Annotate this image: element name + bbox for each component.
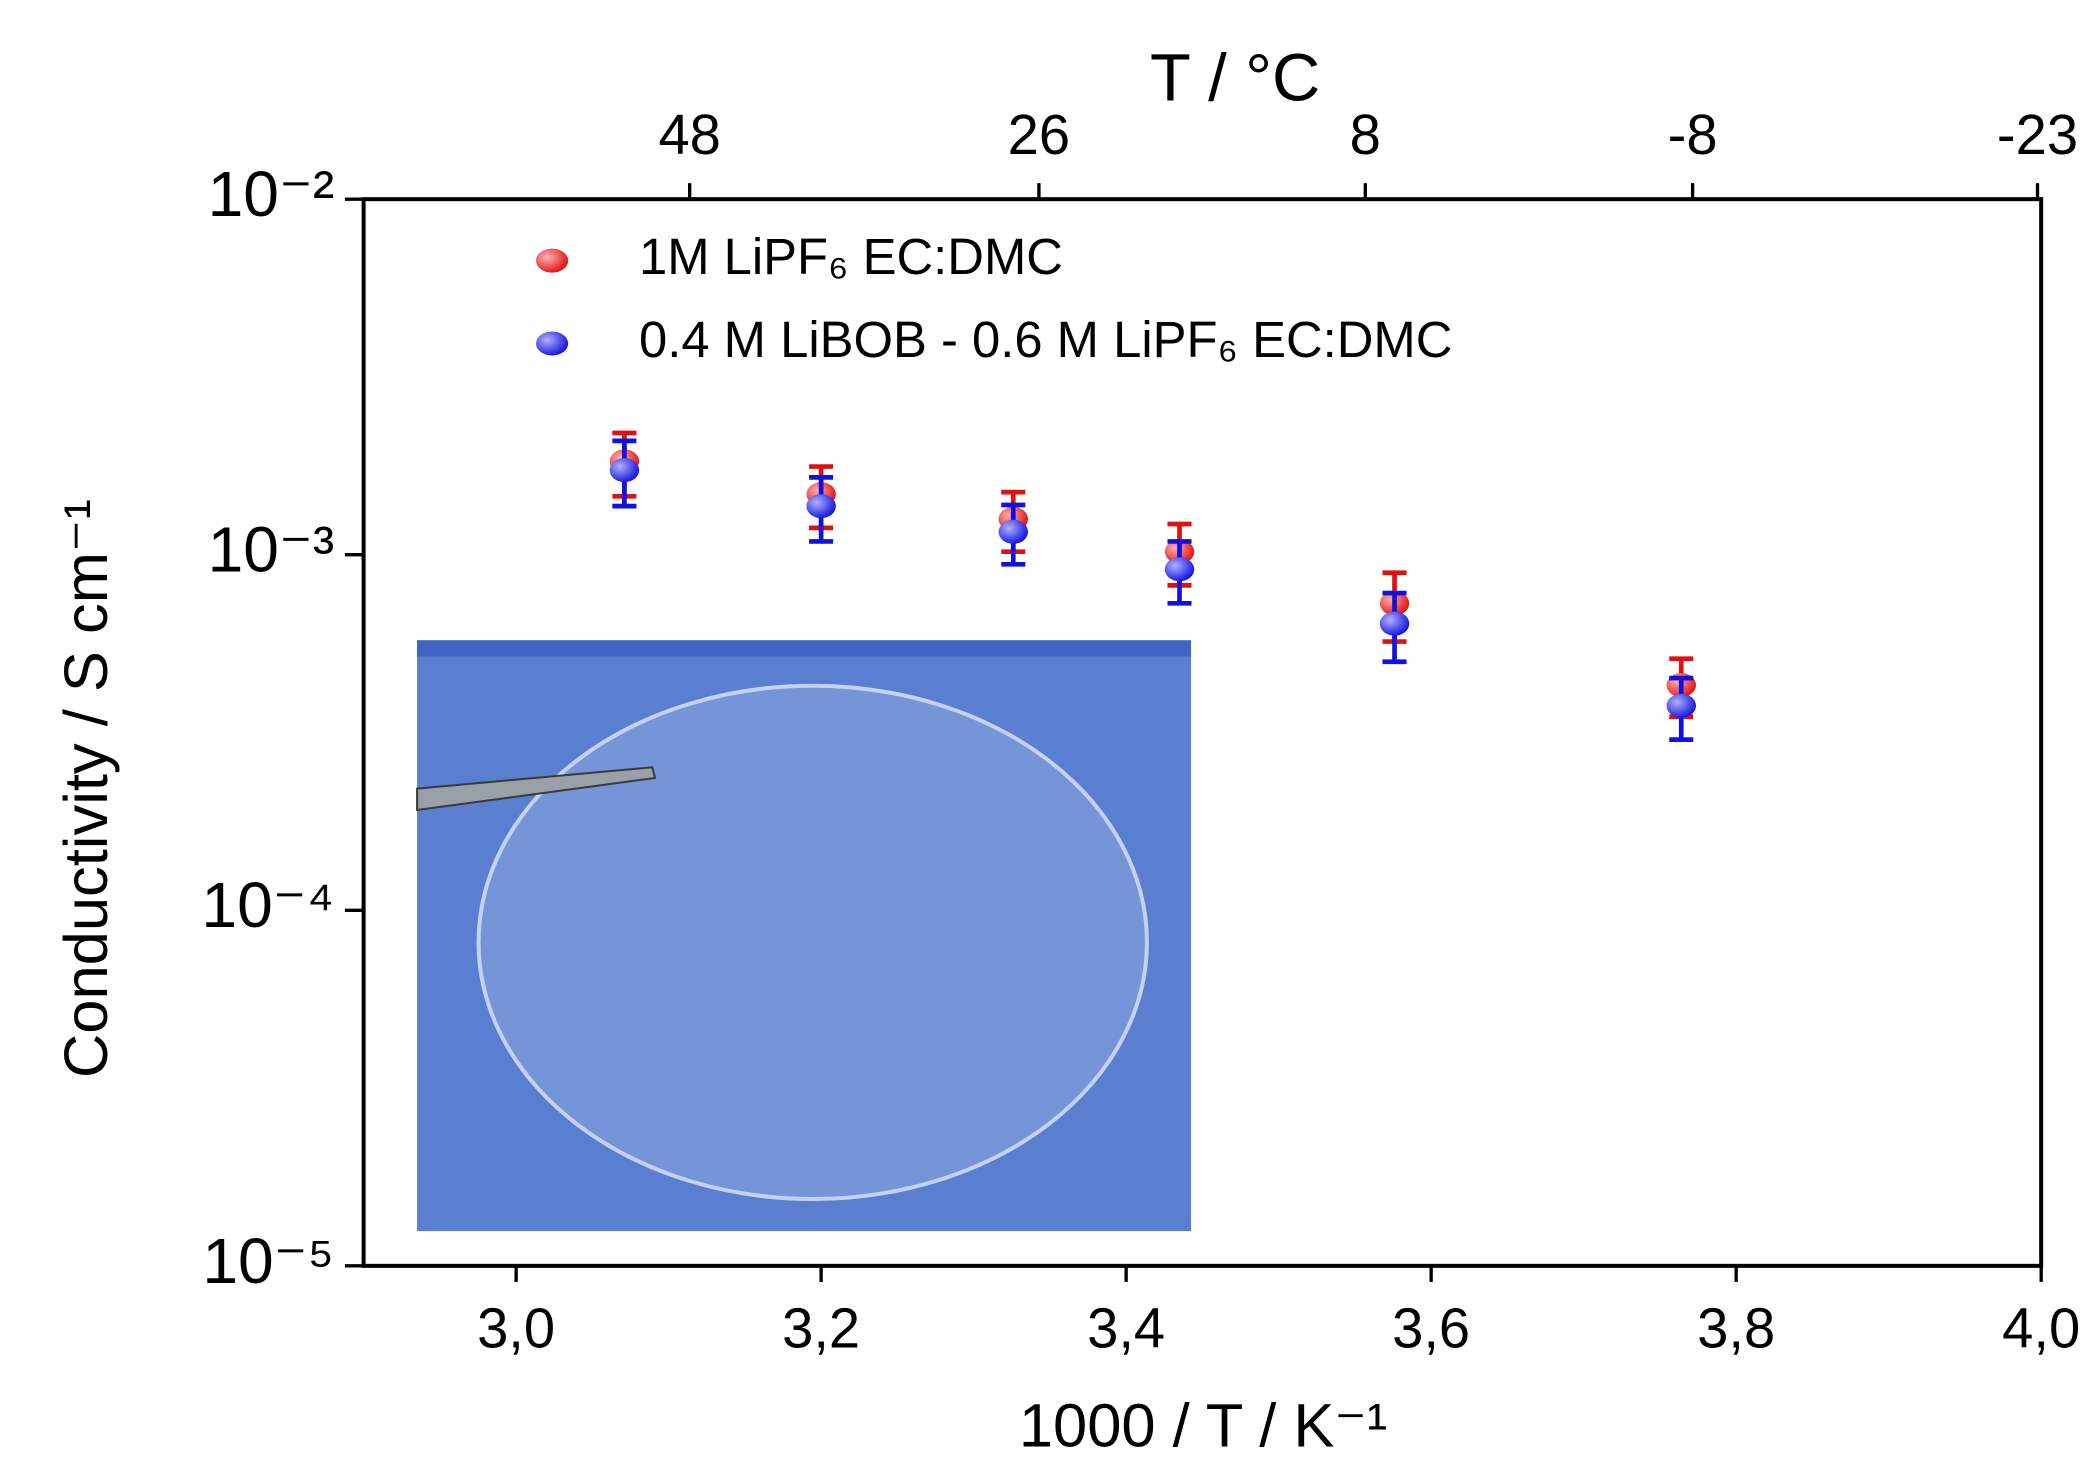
x-axis-title: 1000 / T / K⁻¹ [1019,1392,1387,1457]
y-tick-label: 10⁻⁵ [202,1225,334,1297]
inset-photo [416,640,1192,1232]
legend-label: 0.4 M LiBOB - 0.6 M LiPF₆ EC:DMC [639,311,1452,368]
x2-tick-label: -23 [1997,103,2078,166]
x2-tick-label: 26 [1008,103,1070,166]
y-tick-label: 10⁻³ [208,514,335,586]
legend-marker [536,248,569,273]
point [1666,693,1696,718]
plot-frame [361,197,2044,1268]
tweezers [416,766,657,812]
x-tick-label: 3,8 [1697,1297,1775,1360]
point [609,458,640,483]
x-tick-label: 3,6 [1392,1297,1470,1360]
x2-tick-label: 48 [658,103,720,166]
point [998,519,1028,544]
y-tick-label: 10⁻² [208,158,335,230]
y-tick-label: 10⁻⁴ [201,869,334,941]
x-tick-label: 3,0 [477,1297,555,1360]
legend-label: 1M LiPF₆ EC:DMC [639,228,1063,285]
photo-edge [417,640,1192,657]
legend-marker [536,331,569,356]
x2-tick-label: 8 [1350,103,1381,166]
x-tick-label: 4,0 [2002,1297,2080,1360]
point [806,494,836,519]
x-tick-label: 3,4 [1087,1297,1165,1360]
x2-axis-title: T / °C [1150,42,1320,116]
point [1164,557,1195,582]
y-axis-title: Conductivity / S cm⁻¹ [52,499,121,1078]
x2-tick-label: -8 [1668,103,1718,166]
film-disc [476,683,1149,1202]
x-tick-label: 3,2 [782,1297,860,1360]
point [1379,611,1410,636]
